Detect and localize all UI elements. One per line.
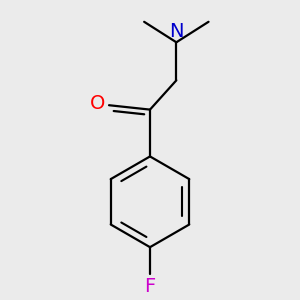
Text: F: F: [144, 277, 156, 296]
Text: O: O: [90, 94, 106, 113]
Text: N: N: [169, 22, 184, 41]
